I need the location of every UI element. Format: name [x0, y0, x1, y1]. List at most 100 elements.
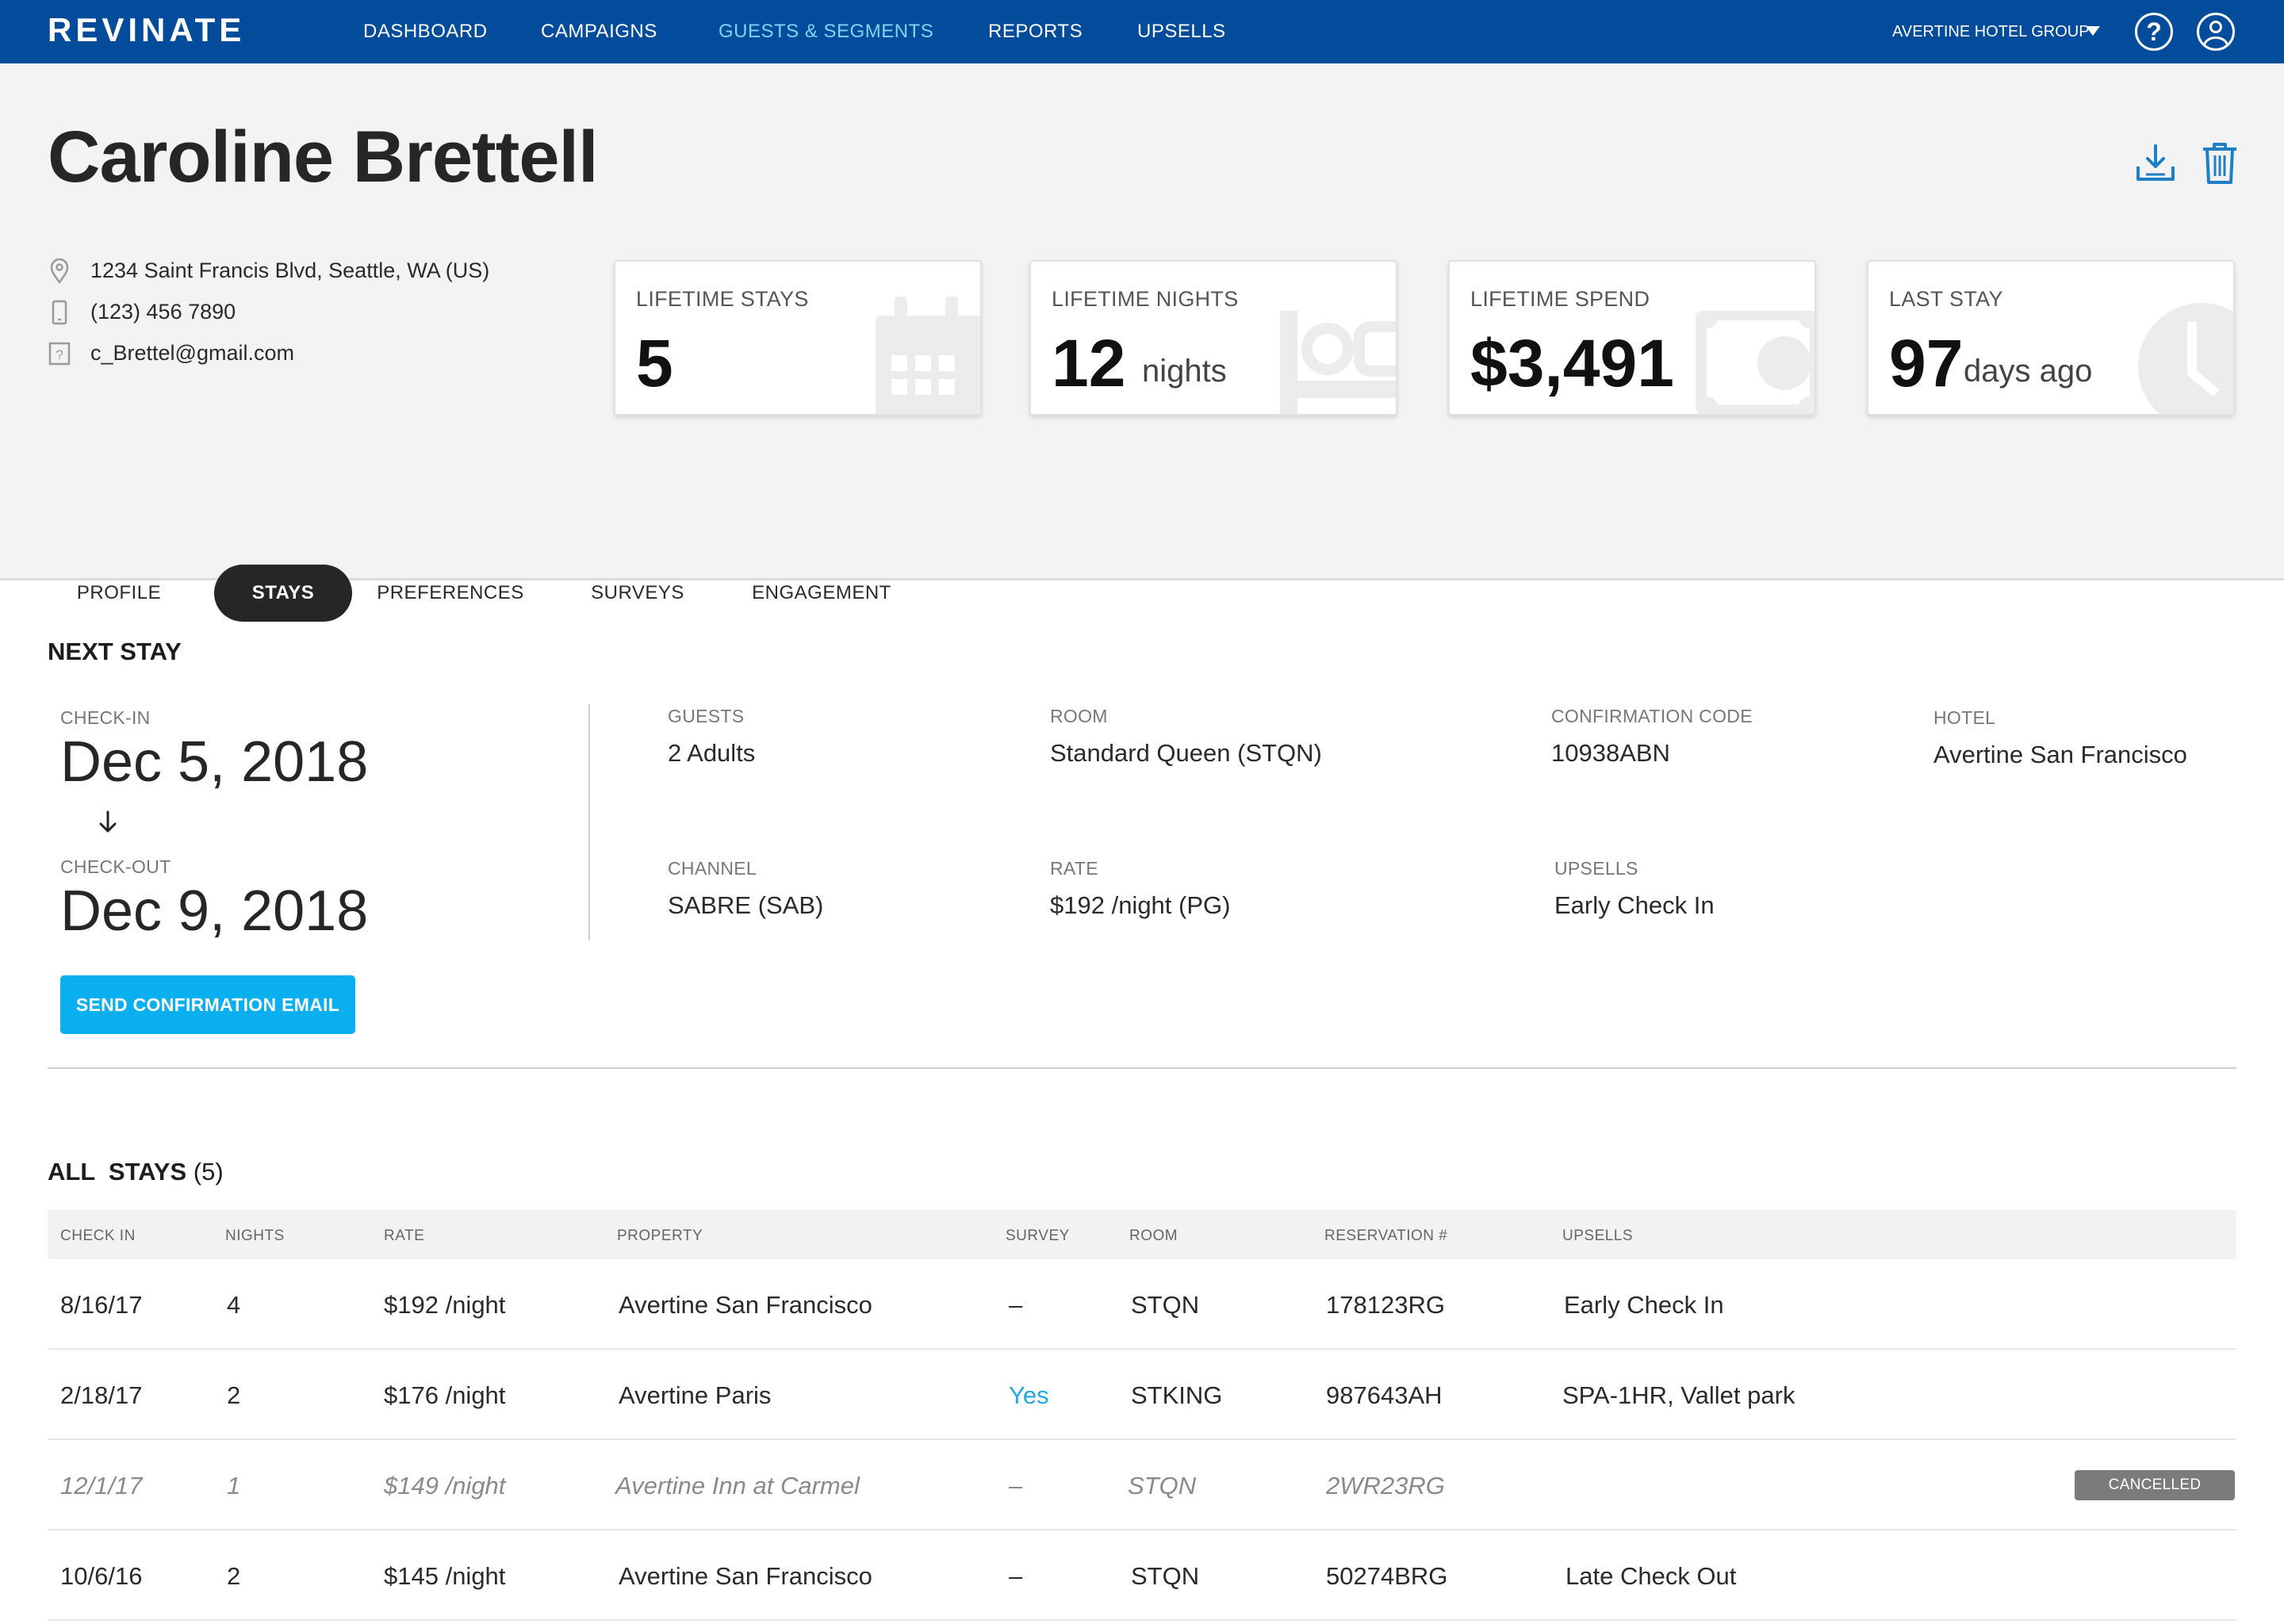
email-icon: ?: [48, 342, 71, 366]
phone-icon: [52, 300, 67, 325]
bed-icon: [1280, 311, 1396, 414]
cell-check-in: 2/18/17: [60, 1381, 143, 1409]
cell-upsells: Early Check In: [1564, 1291, 1724, 1319]
channel-value: SABRE (SAB): [668, 891, 824, 919]
cell-survey: –: [1009, 1562, 1023, 1590]
checkin-label: CHECK-IN: [60, 707, 151, 728]
stat-card-lifetime-stays: LIFETIME STAYS 5: [614, 260, 982, 416]
checkout-date: Dec 9, 2018: [60, 879, 369, 943]
tab-surveys[interactable]: SURVEYS: [591, 582, 684, 603]
all-stays-title-text: ALL STAYS: [48, 1158, 187, 1185]
table-row[interactable]: 8/16/17 4 $192 /night Avertine San Franc…: [48, 1259, 2236, 1350]
cell-property: Avertine Inn at Carmel: [615, 1472, 860, 1500]
tab-preferences[interactable]: PREFERENCES: [377, 582, 524, 603]
table-row[interactable]: 10/6/16 2 $145 /night Avertine San Franc…: [48, 1530, 2236, 1621]
nav-guests-segments[interactable]: GUESTS & SEGMENTS: [719, 21, 934, 42]
cell-nights: 1: [227, 1472, 241, 1500]
tab-stays[interactable]: STAYS: [214, 565, 352, 622]
location-pin-icon: [50, 259, 69, 284]
all-stays-title: ALL STAYS (5): [48, 1158, 224, 1186]
svg-text:?: ?: [56, 347, 63, 362]
cell-room: STKING: [1131, 1381, 1223, 1409]
tab-profile[interactable]: PROFILE: [76, 582, 162, 603]
stat-value: $3,491: [1470, 326, 1674, 400]
col-upsells[interactable]: UPSELLS: [1562, 1228, 1634, 1244]
cell-room: STQN: [1131, 1562, 1200, 1590]
top-nav-bar: REVINATE DASHBOARD CAMPAIGNS GUESTS & SE…: [0, 0, 2284, 63]
nav-reports[interactable]: REPORTS: [988, 21, 1083, 42]
section-divider: [48, 1067, 2236, 1069]
stat-card-lifetime-nights: LIFETIME NIGHTS 12 nights: [1029, 260, 1397, 416]
help-icon[interactable]: ?: [2135, 13, 2173, 51]
cell-room: STQN: [1131, 1291, 1200, 1319]
cell-check-in: 8/16/17: [60, 1291, 143, 1319]
all-stays-count: (5): [193, 1158, 224, 1185]
send-confirmation-email-button[interactable]: SEND CONFIRMATION EMAIL: [60, 975, 355, 1034]
guest-address: 1234 Saint Francis Blvd, Seattle, WA (US…: [90, 259, 490, 282]
confirmation-code-label: CONFIRMATION CODE: [1551, 706, 1753, 726]
col-room[interactable]: ROOM: [1129, 1228, 1178, 1244]
cell-nights: 2: [227, 1381, 241, 1409]
cell-upsells: SPA-1HR, Vallet park: [1562, 1381, 1795, 1409]
rate-value: $192 /night (PG): [1050, 891, 1231, 919]
cell-rate: $149 /night: [384, 1472, 506, 1500]
revinate-logo[interactable]: REVINATE: [48, 11, 246, 48]
cell-nights: 2: [227, 1562, 241, 1590]
stat-value: 97: [1889, 326, 1964, 400]
stat-value: 12: [1052, 326, 1126, 400]
cell-survey: –: [1009, 1291, 1023, 1319]
nav-campaigns[interactable]: CAMPAIGNS: [541, 21, 657, 42]
cell-room: STQN: [1128, 1472, 1197, 1500]
clock-icon: [2138, 303, 2233, 414]
cell-property: Avertine San Francisco: [619, 1562, 872, 1590]
guest-phone: (123) 456 7890: [90, 300, 236, 324]
nav-dashboard[interactable]: DASHBOARD: [363, 21, 488, 42]
tab-engagement[interactable]: ENGAGEMENT: [752, 582, 891, 603]
cell-property: Avertine Paris: [619, 1381, 772, 1409]
confirmation-code-value: 10938ABN: [1551, 739, 1670, 767]
col-rate[interactable]: RATE: [384, 1228, 425, 1244]
cell-nights: 4: [227, 1291, 241, 1319]
checkout-label: CHECK-OUT: [60, 856, 171, 877]
col-reservation[interactable]: RESERVATION #: [1324, 1228, 1448, 1244]
upsells-value: Early Check In: [1554, 891, 1715, 919]
cell-reservation: 178123RG: [1326, 1291, 1445, 1319]
user-account-icon[interactable]: [2197, 13, 2235, 51]
cell-upsells: Late Check Out: [1565, 1562, 1737, 1590]
col-nights[interactable]: NIGHTS: [225, 1228, 285, 1244]
next-stay-divider: [588, 704, 590, 940]
upsells-label: UPSELLS: [1554, 858, 1638, 879]
col-survey[interactable]: SURVEY: [1006, 1228, 1070, 1244]
cell-rate: $145 /night: [384, 1562, 506, 1590]
stat-label: LIFETIME STAYS: [636, 287, 809, 311]
rate-label: RATE: [1050, 858, 1098, 879]
cell-reservation: 987643AH: [1326, 1381, 1443, 1409]
table-row[interactable]: 2/18/17 2 $176 /night Avertine Paris Yes…: [48, 1350, 2236, 1440]
org-selector[interactable]: AVERTINE HOTEL GROUP: [1892, 23, 2090, 40]
cell-check-in: 10/6/16: [60, 1562, 143, 1590]
next-stay-title: NEXT STAY: [48, 638, 182, 665]
calendar-icon: [876, 297, 980, 414]
col-property[interactable]: PROPERTY: [617, 1228, 703, 1244]
cell-rate: $192 /night: [384, 1291, 506, 1319]
cell-reservation: 50274BRG: [1326, 1562, 1448, 1590]
cell-property: Avertine San Francisco: [619, 1291, 872, 1319]
nav-upsells[interactable]: UPSELLS: [1137, 21, 1226, 42]
survey-link[interactable]: Yes: [1009, 1381, 1049, 1409]
table-row[interactable]: 12/1/17 1 $149 /night Avertine Inn at Ca…: [48, 1440, 2236, 1530]
guests-value: 2 Adults: [668, 739, 756, 767]
caret-down-icon[interactable]: [2086, 26, 2100, 36]
export-icon[interactable]: [2135, 143, 2176, 184]
cancelled-badge: CANCELLED: [2075, 1470, 2235, 1500]
cell-survey: –: [1009, 1472, 1023, 1500]
stat-label: LIFETIME NIGHTS: [1052, 287, 1239, 311]
col-check-in[interactable]: CHECK IN: [60, 1228, 136, 1244]
stat-card-last-stay: LAST STAY 97 days ago: [1867, 260, 2235, 416]
trash-icon[interactable]: [2202, 143, 2238, 184]
room-label: ROOM: [1050, 706, 1108, 726]
guest-name: Caroline Brettell: [48, 117, 599, 197]
hotel-value: Avertine San Francisco: [1933, 741, 2187, 768]
guest-header: Caroline Brettell 1234 Saint Francis Blv…: [0, 63, 2284, 622]
guest-email[interactable]: c_Brettel@gmail.com: [90, 341, 294, 365]
stat-label: LIFETIME SPEND: [1470, 287, 1650, 311]
